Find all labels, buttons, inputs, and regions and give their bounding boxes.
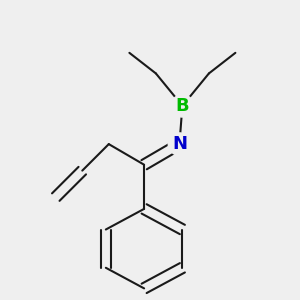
Circle shape	[168, 133, 190, 155]
Text: B: B	[176, 97, 189, 115]
Text: N: N	[172, 135, 187, 153]
Circle shape	[171, 94, 194, 117]
